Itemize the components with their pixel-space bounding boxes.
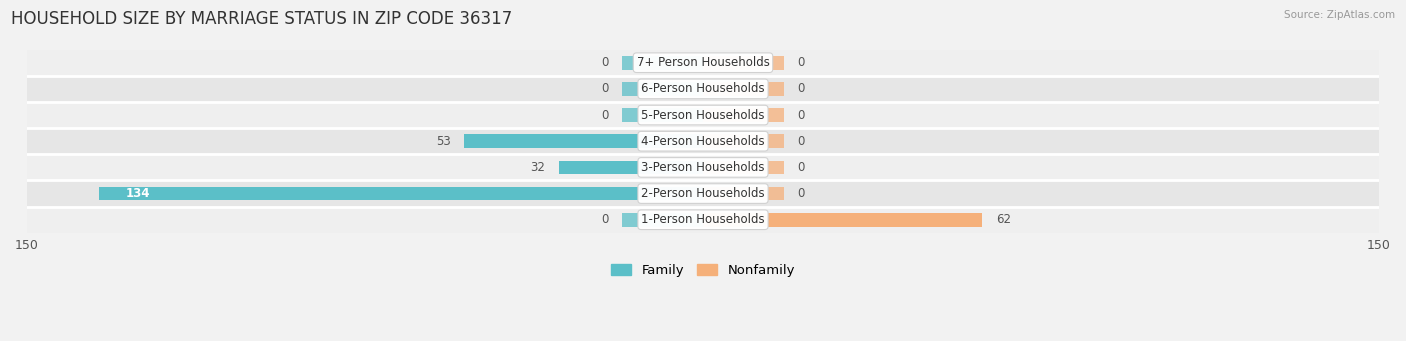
Text: 7+ Person Households: 7+ Person Households [637, 56, 769, 69]
Text: 0: 0 [797, 56, 806, 69]
Bar [703, 213, 983, 226]
Text: 53: 53 [436, 135, 450, 148]
Text: 0: 0 [600, 83, 609, 95]
Bar [464, 134, 703, 148]
Text: 62: 62 [995, 213, 1011, 226]
Legend: Family, Nonfamily: Family, Nonfamily [606, 258, 800, 282]
Bar [621, 82, 703, 96]
Bar [621, 56, 703, 70]
Bar [703, 134, 785, 148]
Text: 5-Person Households: 5-Person Households [641, 108, 765, 121]
Bar [98, 187, 703, 201]
Bar [27, 180, 1379, 207]
Text: 0: 0 [797, 135, 806, 148]
Bar [27, 154, 1379, 180]
Bar [703, 108, 785, 122]
Text: 0: 0 [797, 161, 806, 174]
Bar [621, 213, 703, 226]
Bar [703, 56, 785, 70]
Text: 0: 0 [600, 108, 609, 121]
Bar [27, 76, 1379, 102]
Text: 0: 0 [600, 213, 609, 226]
Bar [27, 102, 1379, 128]
Bar [703, 187, 785, 201]
Text: 134: 134 [127, 187, 150, 200]
Text: 0: 0 [797, 108, 806, 121]
Text: 1-Person Households: 1-Person Households [641, 213, 765, 226]
Bar [558, 161, 703, 174]
Bar [703, 161, 785, 174]
Text: 0: 0 [600, 56, 609, 69]
Bar [27, 128, 1379, 154]
Text: Source: ZipAtlas.com: Source: ZipAtlas.com [1284, 10, 1395, 20]
Text: 2-Person Households: 2-Person Households [641, 187, 765, 200]
Text: 0: 0 [797, 83, 806, 95]
Text: 32: 32 [530, 161, 546, 174]
Bar [27, 207, 1379, 233]
Text: 6-Person Households: 6-Person Households [641, 83, 765, 95]
Bar [27, 50, 1379, 76]
Bar [703, 82, 785, 96]
Bar [621, 108, 703, 122]
Text: 4-Person Households: 4-Person Households [641, 135, 765, 148]
Text: 3-Person Households: 3-Person Households [641, 161, 765, 174]
Text: HOUSEHOLD SIZE BY MARRIAGE STATUS IN ZIP CODE 36317: HOUSEHOLD SIZE BY MARRIAGE STATUS IN ZIP… [11, 10, 513, 28]
Text: 0: 0 [797, 187, 806, 200]
